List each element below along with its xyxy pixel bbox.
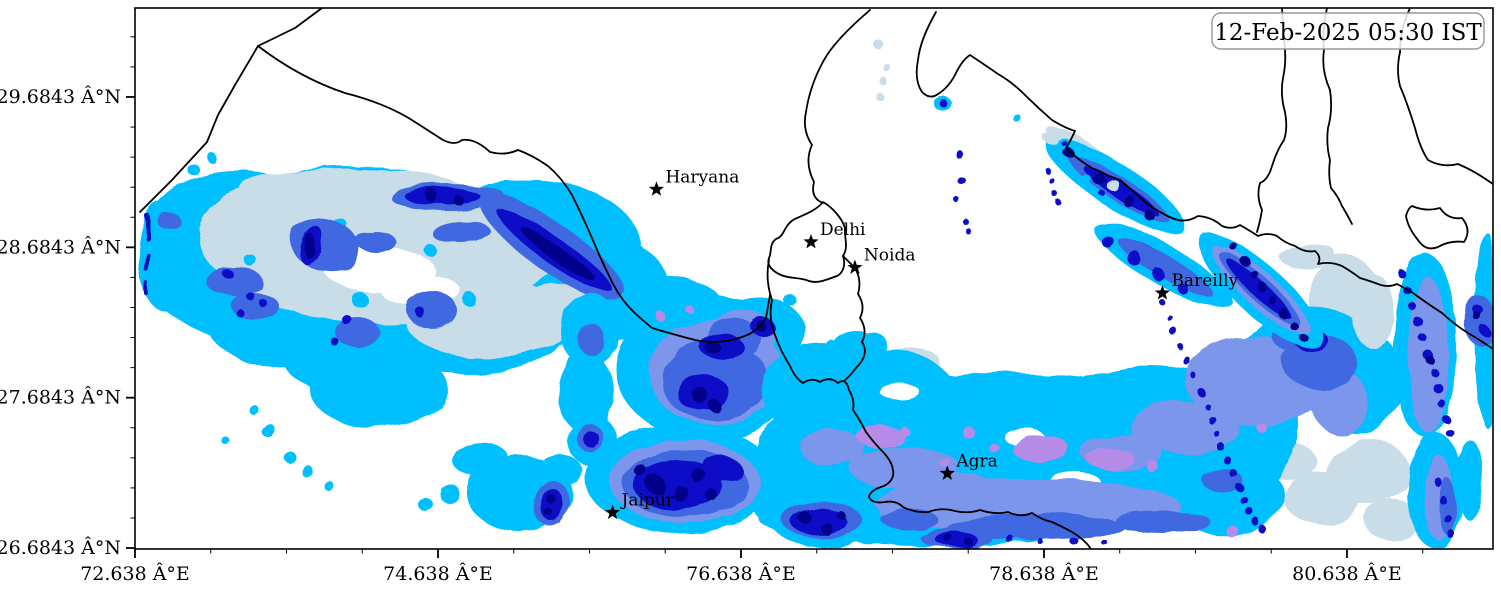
city-label: Delhi xyxy=(820,220,866,240)
timestamp-label: 12-Feb-2025 05:30 IST xyxy=(1214,20,1482,46)
city-star-marker xyxy=(939,465,955,480)
y-tick-label: 29.6843 Â°N xyxy=(0,85,121,108)
boundary-vertical-1285 xyxy=(1256,8,1288,233)
boundary-up-rajasthan-south xyxy=(766,259,1092,549)
boundary-noida-south xyxy=(842,255,866,381)
axes: 72.638 Â°E 74.638 Â°E 76.638 Â°E 78.638 Â°E… xyxy=(0,36,1424,585)
timestamp-box-background xyxy=(1211,12,1485,50)
x-tick-label: 80.638 Â°E xyxy=(1292,562,1402,585)
city-markers: Haryana Delhi Noida Bareilly Agra Jaipur xyxy=(604,167,1239,520)
state-boundaries xyxy=(139,8,1493,549)
precip-west-region xyxy=(138,165,670,428)
city-label: Jaipur xyxy=(620,491,675,511)
boundary-west xyxy=(139,45,259,213)
city-label: Bareilly xyxy=(1171,271,1238,291)
boundary-up-uttarakhand xyxy=(915,11,1493,350)
y-tick-label: 26.6843 Â°N xyxy=(0,536,121,559)
boundary-yamuna-north xyxy=(803,9,871,204)
boundary-vertical-1327 xyxy=(1322,8,1353,225)
boundary-northwest xyxy=(257,8,323,47)
city-label: Haryana xyxy=(665,167,739,187)
y-tick-label: 28.6843 Â°N xyxy=(0,235,121,258)
city-label: Noida xyxy=(864,246,916,266)
city-star-marker xyxy=(847,259,863,274)
city-star-marker xyxy=(803,234,819,249)
x-tick-label: 74.638 Â°E xyxy=(383,562,493,585)
precip-southeast-region xyxy=(745,242,1410,546)
y-tick-label: 27.6843 Â°N xyxy=(0,386,121,409)
plot-frame xyxy=(134,7,1494,550)
precip-bottom-clusters xyxy=(186,153,1107,548)
city-label: Agra xyxy=(955,452,997,472)
precipitation-layer xyxy=(138,38,1493,548)
timestamp-box: 12-Feb-2025 05:30 IST xyxy=(1211,12,1485,50)
precip-right-edge-streaks xyxy=(1352,232,1493,548)
precip-scattered-cells xyxy=(872,38,1118,234)
boundary-delhi-outline xyxy=(767,201,847,283)
x-tick-label: 72.638 Â°E xyxy=(80,562,190,585)
boundary-northeast-loop xyxy=(1405,205,1469,250)
city-star-marker xyxy=(1154,285,1170,300)
city-star-marker xyxy=(648,181,665,196)
boundary-haryana-rajasthan xyxy=(257,45,771,343)
x-tick-label: 78.638 Â°E xyxy=(989,562,1099,585)
x-tick-label: 76.638 Â°E xyxy=(686,562,796,585)
precip-northeast-streaks xyxy=(1045,125,1324,349)
city-star-marker xyxy=(604,504,621,520)
boundary-northeast-corner xyxy=(1397,8,1493,186)
